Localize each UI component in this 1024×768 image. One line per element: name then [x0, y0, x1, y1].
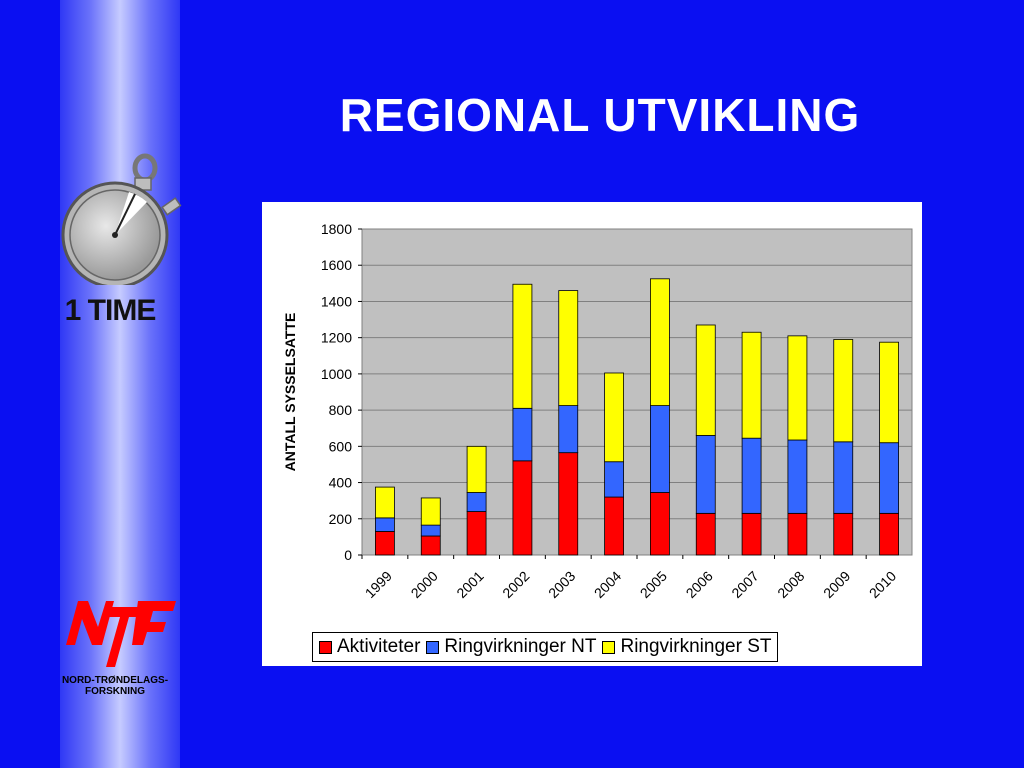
- bar-segment-2008-series-0: [787, 512, 808, 556]
- logo-caption-line2: FORSKNING: [85, 686, 145, 697]
- bar-segment-2006-series-2: [695, 324, 716, 436]
- y-axis-label: ANTALL SYSSELSATTE: [282, 313, 298, 472]
- bar-segment-2010-series-1: [879, 442, 899, 514]
- bar-segment-1999-series-2: [375, 486, 395, 519]
- bar-segment-2004-series-2: [604, 372, 624, 463]
- y-tick-label: 400: [329, 475, 353, 491]
- ntf-logo: [66, 601, 176, 667]
- stopwatch-icon: [61, 153, 182, 285]
- bar-segment-2006-series-0: [695, 512, 716, 556]
- bar-segment-2006-series-1: [695, 435, 716, 514]
- x-tick-label: 1999: [362, 568, 395, 601]
- bar-segment-2000-series-1: [420, 524, 441, 537]
- legend-swatch: [319, 640, 332, 654]
- time-label: 1 TIME: [64, 294, 157, 327]
- slide-title: REGIONAL UTVIKLING: [339, 89, 861, 141]
- bar-segment-2001-series-0: [466, 511, 487, 556]
- x-tick-label: 2004: [591, 568, 624, 601]
- bar-segment-2005-series-2: [650, 278, 670, 406]
- bar-segment-2001-series-1: [466, 492, 487, 512]
- y-tick-label: 1200: [321, 330, 352, 346]
- logo-caption: NORD-TRØNDELAGS- FORSKNING: [45, 675, 185, 697]
- legend-item: Aktiviteter: [319, 636, 420, 658]
- chart-panel: 0 200 400 600 800 1000 1200 1400 1600 1800 1999 20…: [262, 202, 922, 666]
- bar-segment-2001-series-2: [466, 445, 487, 493]
- legend-swatch: [602, 640, 616, 654]
- x-tick-label: 2003: [545, 568, 578, 601]
- x-tick-label: 2007: [728, 568, 761, 601]
- bar-segment-2003-series-0: [558, 452, 579, 556]
- bar-segment-2007-series-2: [741, 331, 762, 439]
- legend-label: Aktiviteter: [337, 636, 421, 657]
- x-tick-label: 2005: [637, 568, 670, 601]
- y-tick-label: 600: [329, 438, 353, 454]
- bar-segment-2007-series-0: [741, 512, 762, 556]
- logo-caption-line1: NORD-TRØNDELAGS-: [61, 675, 169, 686]
- bar-segment-2004-series-1: [604, 461, 624, 498]
- x-tick-label: 2002: [499, 568, 532, 601]
- bar-segment-1999-series-1: [375, 517, 395, 532]
- bar-segment-2005-series-0: [650, 492, 670, 556]
- x-tick-label: 2001: [453, 568, 486, 601]
- x-tick-label: 2010: [866, 568, 899, 601]
- y-tick-label: 800: [329, 402, 353, 418]
- bar-segment-2003-series-2: [558, 290, 579, 406]
- legend-label: Ringvirkninger ST: [620, 636, 772, 657]
- bar-segment-2004-series-0: [604, 496, 624, 556]
- x-tick-label: 2006: [683, 568, 716, 601]
- bar-segment-1999-series-0: [375, 531, 395, 556]
- legend: Aktiviteter Ringvirkninger NT Ringvirkning…: [312, 632, 779, 662]
- bar-segment-2010-series-0: [879, 512, 899, 556]
- y-tick-label: 0: [344, 547, 352, 563]
- bar-segment-2009-series-0: [833, 512, 854, 556]
- bar-segment-2000-series-2: [420, 497, 441, 526]
- legend-swatch: [426, 640, 440, 654]
- bar-segment-2003-series-1: [558, 405, 579, 454]
- y-tick-label: 1400: [321, 293, 352, 309]
- bar-segment-2002-series-2: [512, 283, 533, 409]
- y-tick-label: 1000: [321, 366, 352, 382]
- bar-segment-2002-series-1: [512, 407, 533, 462]
- legend-item: Ringvirkninger NT: [426, 636, 596, 658]
- bar-segment-2002-series-0: [512, 460, 533, 556]
- y-tick-label: 1600: [321, 257, 352, 273]
- bar-segment-2010-series-2: [879, 341, 899, 444]
- x-tick-label: 2008: [774, 568, 807, 601]
- legend-item: Ringvirkninger ST: [602, 636, 771, 658]
- stacked-bar-chart: 0 200 400 600 800 1000 1200 1400 1600 1800 1999 20…: [282, 221, 913, 601]
- y-tick-label: 1800: [321, 221, 352, 237]
- plot-area: [361, 228, 913, 556]
- x-tick-label: 2009: [820, 568, 853, 601]
- bar-segment-2000-series-0: [420, 535, 441, 556]
- bar-segment-2009-series-2: [833, 339, 854, 443]
- bar-segment-2008-series-2: [787, 335, 808, 441]
- y-tick-label: 200: [329, 511, 353, 527]
- bar-segment-2009-series-1: [833, 441, 854, 514]
- x-tick-label: 2000: [408, 568, 441, 601]
- bar-segment-2005-series-1: [650, 405, 670, 493]
- bar-segment-2008-series-1: [787, 439, 808, 514]
- bar-segment-2007-series-1: [741, 437, 762, 514]
- legend-label: Ringvirkninger NT: [444, 636, 597, 657]
